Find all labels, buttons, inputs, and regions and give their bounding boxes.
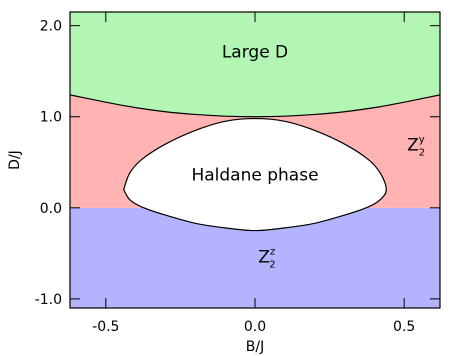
x-tick-label: 0.5 — [393, 319, 415, 335]
y-tick-label: 1.0 — [40, 110, 62, 126]
x-axis-label: B/J — [246, 339, 264, 355]
region-haldane — [123, 117, 387, 232]
x-tick-label: 0.0 — [244, 319, 266, 335]
y-tick-label: -1.0 — [35, 292, 62, 308]
y-axis-label: D/J — [7, 150, 23, 170]
region-label-haldane: Haldane phase — [191, 165, 318, 185]
region-label-z2y: Zy 2 — [407, 134, 425, 158]
region-label-z2z: Zz 2 — [258, 246, 275, 270]
region-large-d — [70, 12, 440, 117]
y-tick-label: 2.0 — [40, 19, 62, 35]
x-tick-label: -0.5 — [92, 319, 119, 335]
large-d-boundary-line — [70, 94, 440, 118]
y-tick-label: 0.0 — [40, 201, 62, 217]
region-label-large-d: Large D — [222, 43, 288, 63]
